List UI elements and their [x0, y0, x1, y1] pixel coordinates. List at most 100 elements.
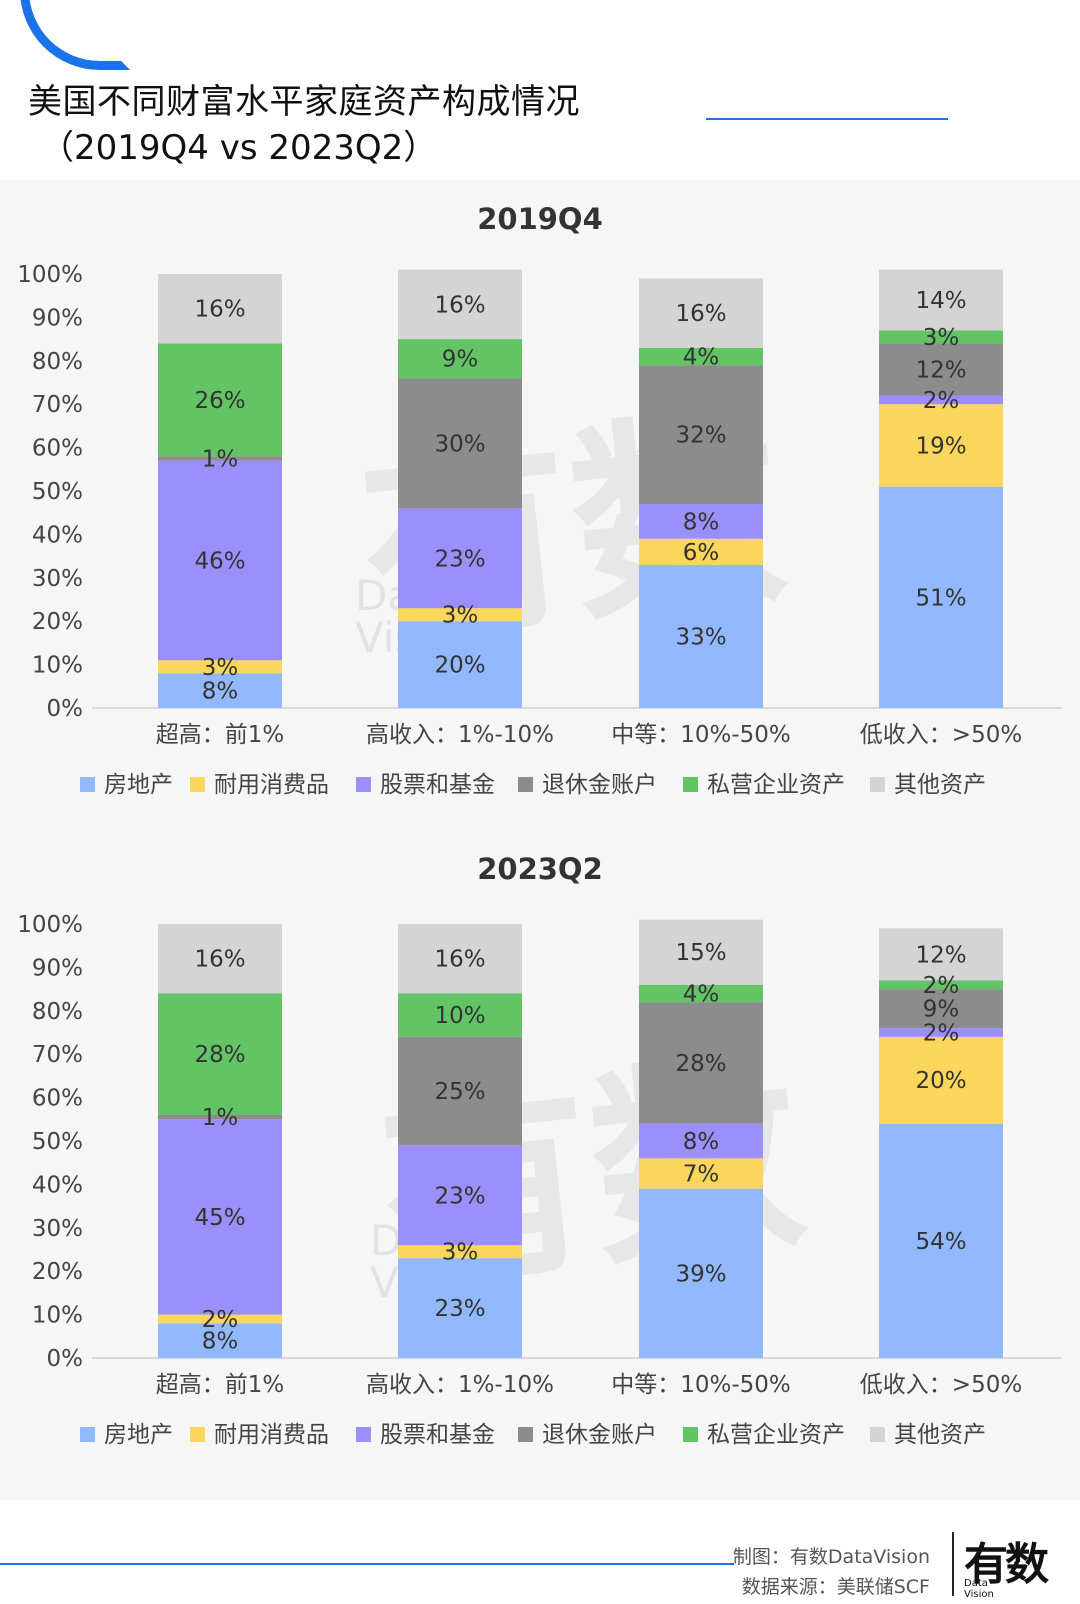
brand-logo-sub-line2: Vision	[964, 1589, 994, 1600]
data-label: 32%	[675, 423, 726, 449]
bar-segment	[398, 608, 522, 622]
data-label: 2%	[202, 1307, 239, 1333]
data-label: 4%	[683, 344, 720, 370]
data-label: 16%	[194, 297, 245, 323]
data-label: 16%	[194, 947, 245, 973]
data-label: 1%	[202, 1105, 239, 1131]
bar-segment	[158, 456, 282, 461]
bar-segment	[158, 660, 282, 674]
bar-segment	[158, 673, 282, 708]
data-label: 12%	[915, 357, 966, 383]
bar-segment	[879, 1028, 1003, 1037]
brand-logo-main: 有数	[964, 1539, 1049, 1590]
bar-segment	[879, 980, 1003, 990]
y-tick-label: 70%	[32, 1042, 83, 1068]
bar-segment	[639, 984, 763, 1003]
y-tick-label: 50%	[32, 1129, 83, 1155]
legend-label: 私营企业资产	[707, 772, 845, 798]
legend-label: 股票和基金	[380, 772, 495, 798]
data-label: 54%	[915, 1229, 966, 1255]
bar-segment	[879, 1123, 1003, 1358]
legend-swatch	[80, 777, 95, 792]
y-tick-label: 0%	[47, 696, 84, 722]
data-label: 28%	[675, 1051, 726, 1077]
brand-logo: 有数 Data Vision	[964, 1528, 1074, 1604]
bar-segment	[158, 274, 282, 344]
corner-decoration	[20, 0, 130, 70]
data-label: 10%	[434, 1003, 485, 1029]
bar-segment	[879, 989, 1003, 1029]
y-tick-label: 10%	[32, 653, 83, 679]
y-tick-label: 60%	[32, 436, 83, 462]
bar-segment	[158, 343, 282, 457]
bar-segment	[158, 1114, 282, 1120]
y-tick-label: 70%	[32, 392, 83, 418]
data-label: 4%	[683, 981, 720, 1007]
bar-segment	[879, 343, 1003, 396]
y-tick-label: 20%	[32, 609, 83, 635]
bar-segment	[639, 278, 763, 348]
brand-logo-sub: Data Vision	[964, 1578, 994, 1600]
data-label: 26%	[194, 388, 245, 414]
data-label: 20%	[434, 653, 485, 679]
legend-swatch	[518, 777, 533, 792]
y-tick-label: 100%	[17, 262, 83, 288]
stacked-bar-chart-2023q2: 2023Q2 0% 10% 20% 30% 40% 50% 60% 70% 80% 90% 100% 8…	[17, 852, 1062, 1448]
bar-segment	[879, 269, 1003, 331]
legend-label: 股票和基金	[380, 1422, 495, 1448]
legend-swatch	[870, 1427, 885, 1442]
bar-segment	[639, 1158, 763, 1189]
y-tick-label: 80%	[32, 349, 83, 375]
bar-segment	[639, 919, 763, 985]
bar-segment	[879, 330, 1003, 344]
legend-swatch	[80, 1427, 95, 1442]
data-label: 33%	[675, 624, 726, 650]
x-tick-label: 低收入：>50%	[860, 1372, 1022, 1398]
bar-segment	[398, 1258, 522, 1358]
y-tick-label: 100%	[17, 912, 83, 938]
legend-label: 其他资产	[894, 1422, 986, 1448]
x-tick-label: 高收入：1%-10%	[366, 1372, 554, 1398]
bar-segment	[398, 508, 522, 609]
y-tick-label: 40%	[32, 522, 83, 548]
bar-segment	[398, 1145, 522, 1246]
data-label: 2%	[923, 973, 960, 999]
data-label: 23%	[434, 1183, 485, 1209]
data-label: 12%	[915, 942, 966, 968]
y-tick-label: 80%	[32, 999, 83, 1025]
x-tick-label: 中等：10%-50%	[611, 1372, 791, 1398]
footer-made-by: 制图：有数DataVision	[732, 1546, 930, 1568]
bar-segment	[879, 395, 1003, 405]
bar-segment	[158, 1323, 282, 1358]
legend-label: 耐用消费品	[214, 772, 329, 798]
data-label: 23%	[434, 1296, 485, 1322]
data-label: 14%	[915, 288, 966, 314]
footer-divider	[952, 1532, 954, 1596]
bar-segment	[398, 269, 522, 340]
legend-swatch	[683, 777, 698, 792]
legend-swatch	[190, 777, 205, 792]
y-tick-label: 10%	[32, 1303, 83, 1329]
bar-segment	[879, 928, 1003, 981]
bar-segment	[158, 993, 282, 1115]
brand-logo-sub-line1: Data	[964, 1578, 988, 1589]
data-label: 25%	[434, 1079, 485, 1105]
data-label: 2%	[923, 1021, 960, 1047]
bar-segment	[639, 538, 763, 565]
data-label: 8%	[683, 1129, 720, 1155]
data-label: 19%	[915, 433, 966, 459]
bar-segment	[158, 1314, 282, 1324]
data-label: 1%	[202, 446, 239, 472]
data-label: 7%	[683, 1162, 720, 1188]
x-tick-label: 高收入：1%-10%	[366, 722, 554, 748]
data-label: 16%	[675, 301, 726, 327]
data-label: 15%	[675, 940, 726, 966]
legend-label: 房地产	[104, 1422, 173, 1448]
footer-rule	[0, 1563, 734, 1565]
bar-segment	[639, 365, 763, 505]
y-tick-label: 30%	[32, 1216, 83, 1242]
legend-label: 私营企业资产	[707, 1422, 845, 1448]
x-tick-label: 超高：前1%	[156, 1372, 285, 1398]
y-tick-label: 0%	[47, 1346, 84, 1372]
data-label: 6%	[683, 540, 720, 566]
